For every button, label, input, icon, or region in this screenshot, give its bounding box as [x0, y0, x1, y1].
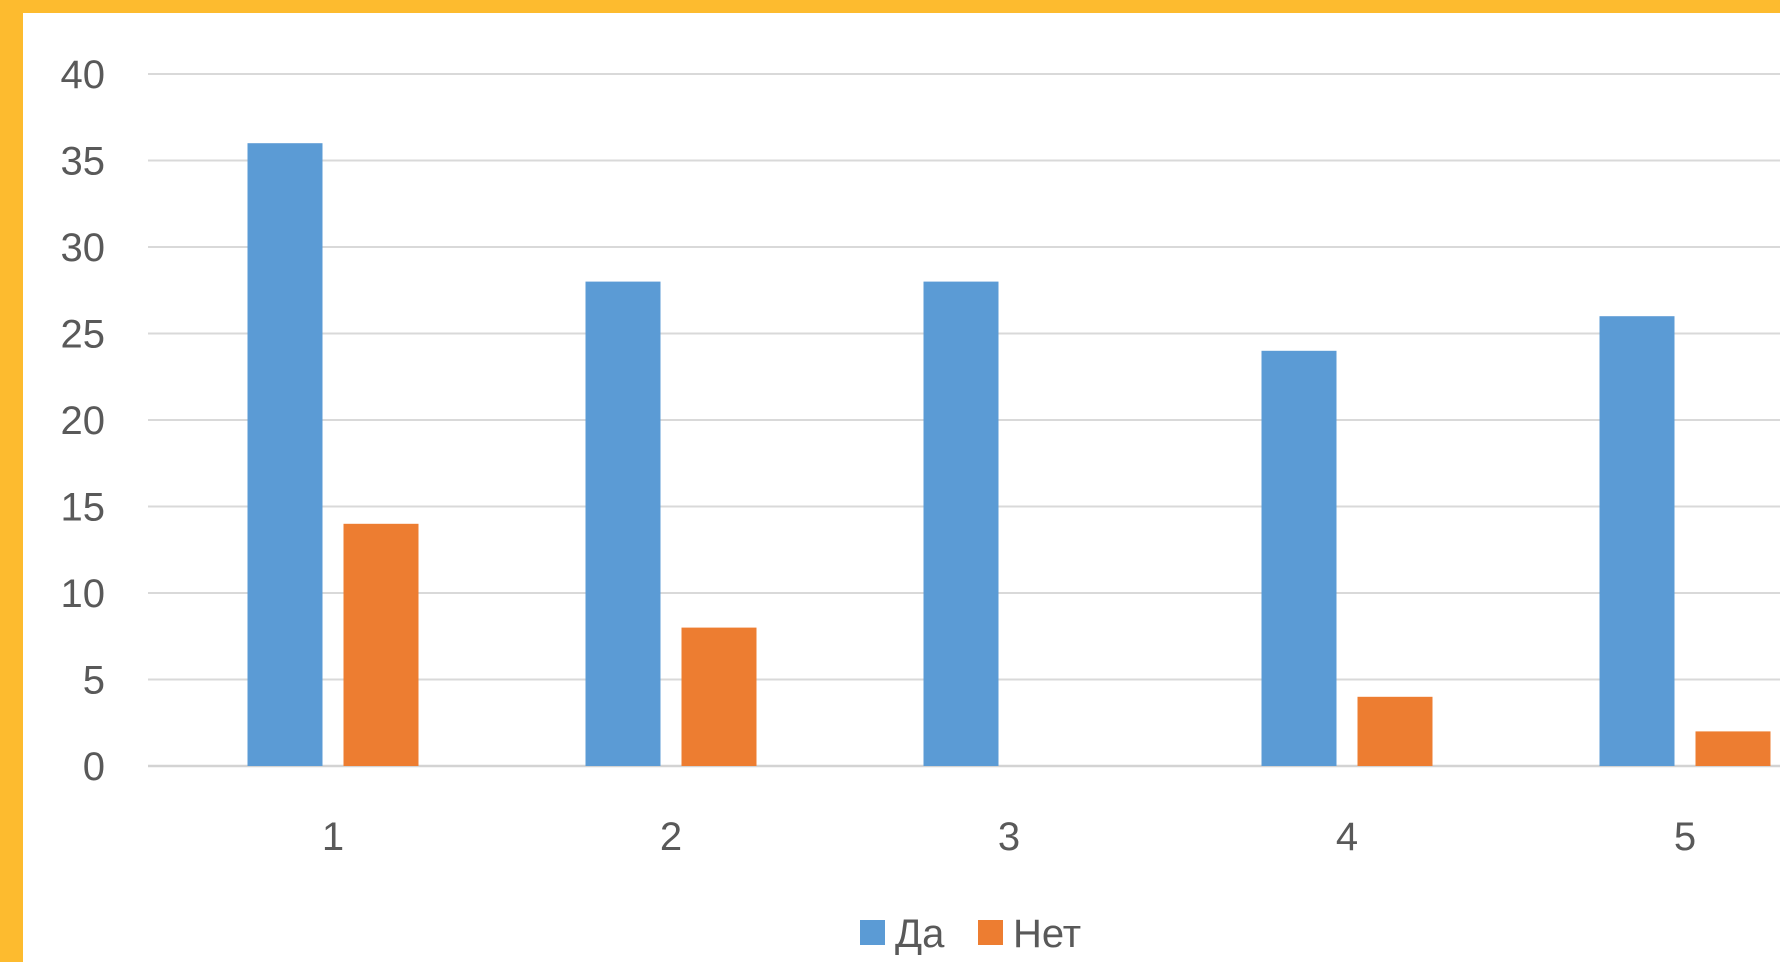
bar-net-2	[681, 627, 757, 766]
y-tick-label: 0	[83, 745, 105, 789]
x-tick-label: 4	[1336, 815, 1358, 859]
bar-da-1	[247, 143, 323, 766]
bar-da-4	[1261, 350, 1337, 766]
y-tick-label: 25	[61, 313, 106, 357]
x-tick-label: 5	[1674, 815, 1696, 859]
y-tick-label: 35	[61, 140, 106, 184]
legend-swatch-da	[860, 920, 885, 945]
y-tick-label: 30	[61, 226, 106, 270]
y-tick-label: 20	[61, 399, 106, 443]
y-axis-tick-labels: 0 5 10 15 20 25 30 35 40	[61, 53, 106, 789]
legend-label-da: Да	[895, 912, 945, 956]
bar-da-5	[1599, 316, 1675, 766]
y-tick-label: 5	[83, 659, 105, 703]
legend-label-net: Нет	[1013, 912, 1081, 956]
x-tick-label: 3	[998, 815, 1020, 859]
x-tick-label: 1	[322, 815, 344, 859]
y-tick-label: 10	[61, 572, 106, 616]
x-tick-label: 2	[660, 815, 682, 859]
legend: Да Нет	[860, 912, 1081, 956]
bar-net-1	[343, 523, 419, 766]
bar-da-2	[585, 281, 661, 766]
chart-area: 0 5 10 15 20 25 30 35 40 1 2 3 4 5 Да Нет	[23, 13, 1780, 962]
bar-net-4	[1357, 696, 1433, 766]
bars	[247, 143, 1771, 766]
x-axis-tick-labels: 1 2 3 4 5	[322, 815, 1696, 859]
bar-chart: 0 5 10 15 20 25 30 35 40 1 2 3 4 5 Да Нет	[61, 53, 1780, 956]
bar-da-3	[923, 281, 999, 766]
bar-net-5	[1695, 731, 1771, 766]
legend-swatch-net	[978, 920, 1003, 945]
y-tick-label: 40	[61, 53, 106, 97]
y-tick-label: 15	[61, 486, 106, 530]
